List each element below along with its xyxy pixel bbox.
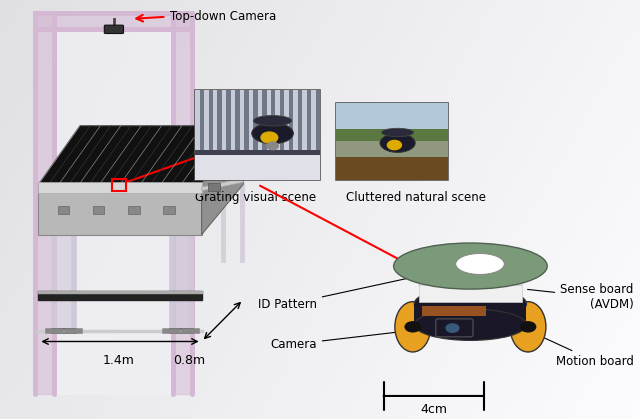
Bar [244, 90, 249, 158]
Bar [128, 206, 140, 214]
Bar [336, 103, 448, 180]
Ellipse shape [252, 123, 293, 144]
Bar [195, 153, 320, 180]
Bar [302, 90, 307, 158]
Bar [204, 90, 209, 158]
Text: 1.4m: 1.4m [102, 354, 134, 367]
Bar [112, 179, 126, 191]
Bar [163, 206, 175, 214]
Bar [336, 103, 448, 132]
Circle shape [446, 324, 459, 332]
Text: ID Pattern: ID Pattern [258, 271, 442, 311]
FancyBboxPatch shape [436, 319, 473, 337]
Bar [415, 304, 526, 325]
Bar [209, 90, 213, 158]
Circle shape [520, 322, 536, 332]
Ellipse shape [415, 309, 526, 340]
Bar [200, 90, 204, 158]
Bar [213, 90, 218, 158]
Bar [298, 90, 302, 158]
Bar [195, 90, 320, 180]
Circle shape [261, 132, 278, 143]
Ellipse shape [415, 287, 526, 321]
Circle shape [387, 140, 401, 150]
Bar [222, 90, 227, 158]
Bar [275, 90, 280, 158]
Bar [307, 90, 311, 158]
Ellipse shape [395, 302, 431, 352]
Text: 0.8m: 0.8m [173, 354, 205, 367]
Text: Motion board: Motion board [527, 330, 634, 367]
Bar [271, 90, 275, 158]
Bar [227, 90, 231, 158]
Bar [236, 90, 240, 158]
Bar [218, 90, 222, 158]
Text: Grating visual scene: Grating visual scene [195, 191, 317, 204]
Ellipse shape [394, 243, 547, 289]
Bar [422, 306, 486, 316]
Bar [249, 90, 253, 158]
Bar [231, 90, 236, 158]
Bar [93, 206, 104, 214]
Circle shape [405, 322, 420, 332]
Bar [208, 160, 220, 168]
Bar [419, 285, 522, 302]
Ellipse shape [456, 253, 504, 274]
Bar [58, 206, 69, 214]
Polygon shape [38, 184, 202, 235]
Bar [311, 90, 316, 158]
Polygon shape [202, 126, 243, 235]
Bar [195, 150, 320, 155]
Text: Camera: Camera [270, 328, 429, 351]
Ellipse shape [419, 272, 522, 299]
Bar [262, 90, 266, 158]
Circle shape [267, 142, 278, 150]
Bar [266, 90, 271, 158]
Bar [293, 90, 298, 158]
Bar [208, 183, 220, 191]
Text: Top-down Camera: Top-down Camera [170, 10, 276, 23]
Bar [257, 90, 262, 158]
Text: Sense board
(AVDM): Sense board (AVDM) [527, 283, 634, 311]
Bar [253, 90, 257, 158]
Bar [316, 90, 320, 158]
Text: 4cm: 4cm [420, 403, 447, 416]
Polygon shape [202, 178, 243, 191]
Ellipse shape [510, 302, 546, 352]
FancyBboxPatch shape [104, 25, 124, 34]
Bar [336, 155, 448, 180]
Bar [280, 90, 284, 158]
Bar [336, 129, 448, 143]
Ellipse shape [380, 134, 415, 153]
Ellipse shape [381, 128, 413, 137]
Bar [336, 142, 448, 157]
Bar [284, 90, 289, 158]
Bar [289, 90, 293, 158]
Text: Cluttered natural scene: Cluttered natural scene [346, 191, 486, 204]
Bar [240, 90, 244, 158]
Polygon shape [38, 126, 243, 184]
Bar [195, 90, 200, 158]
Ellipse shape [253, 116, 292, 126]
Bar [208, 143, 220, 151]
Bar [38, 182, 202, 193]
